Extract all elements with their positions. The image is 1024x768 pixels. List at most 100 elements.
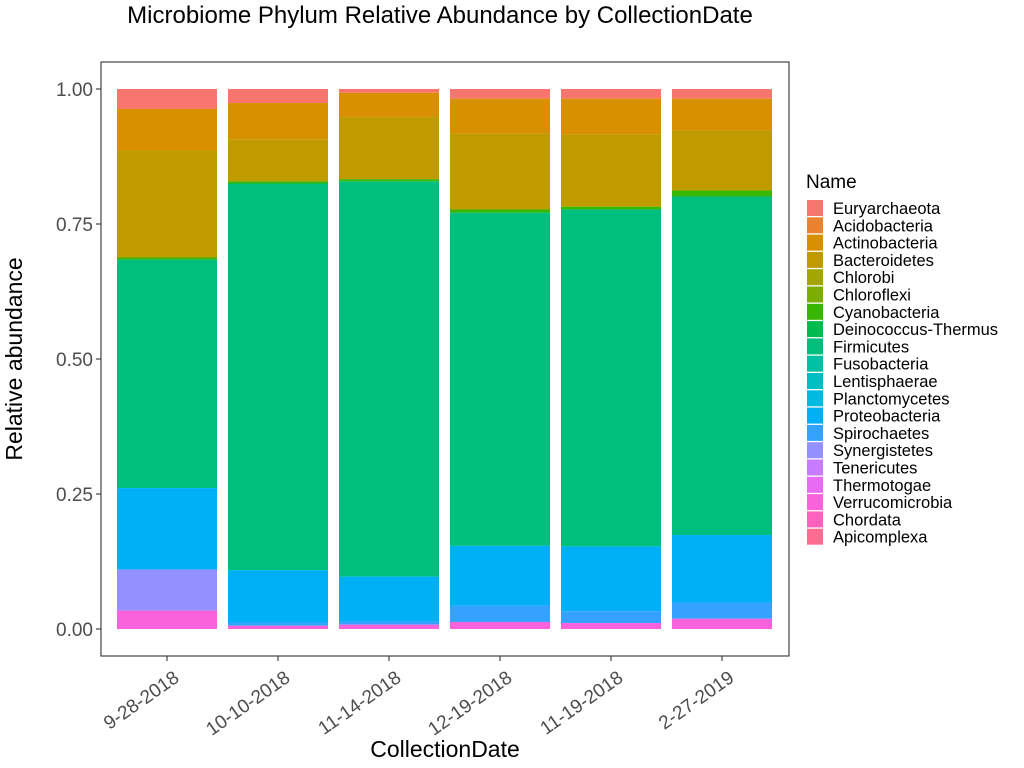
bar-segment-synergistetes-1 [117, 569, 217, 611]
legend-label: Chlorobi [833, 269, 894, 287]
bar-segment-actinobacteria-5 [561, 98, 661, 135]
legend-label: Actinobacteria [833, 235, 938, 253]
legend-label: Proteobacteria [833, 408, 941, 426]
legend-label: Firmicutes [833, 338, 909, 356]
x-tick-label: 10-10-2018 [203, 667, 295, 740]
legend-key-deinococcus-thermus [807, 321, 823, 338]
bar-segment-actinobacteria-3 [339, 92, 439, 118]
x-tick-label: 12-19-2018 [425, 667, 517, 740]
bar-segment-bacteroidetes-6 [672, 130, 772, 191]
bar-segment-euryarchaeota-3 [339, 89, 439, 93]
bar-segment-cyanobacteria-3 [339, 179, 439, 182]
legend-title: Name [806, 172, 857, 193]
legend-key-tenericutes [807, 459, 823, 476]
legend-key-thermotogae [807, 476, 823, 493]
chart-title: Microbiome Phylum Relative Abundance by … [127, 2, 753, 29]
legend-key-fusobacteria [807, 355, 823, 372]
x-tick-label: 9-28-2018 [100, 667, 183, 734]
legend-key-verrucomicrobia [807, 494, 823, 511]
bar-segment-bacteroidetes-5 [561, 134, 661, 207]
legend-label: Thermotogae [833, 477, 931, 495]
bar-segment-euryarchaeota-2 [228, 89, 328, 104]
x-axis: 9-28-2018 10-10-2018 11-14-2018 12-19-2018 1… [100, 656, 738, 740]
bar-segment-firmicutes-5 [561, 209, 661, 547]
legend-label: Cyanobacteria [833, 304, 940, 322]
bar-segment-euryarchaeota-6 [672, 89, 772, 99]
legend-label: Deinococcus-Thermus [833, 321, 998, 339]
bar-segment-bacteroidetes-1 [117, 150, 217, 258]
x-axis-title: CollectionDate [370, 736, 520, 762]
y-tick-label: 0.00 [56, 620, 93, 641]
bar-segment-firmicutes-4 [450, 212, 550, 546]
bar-segment-actinobacteria-1 [117, 108, 217, 151]
legend-label: Spirochaetes [833, 425, 929, 443]
bar-segment-spirochaetes-5 [561, 611, 661, 624]
legend-label: Chloroflexi [833, 287, 911, 305]
bar-segment-spirochaetes-4 [450, 605, 550, 622]
legend-key-chlorobi [807, 269, 823, 286]
legend-key-chloroflexi [807, 286, 823, 303]
bar-segment-proteobacteria-1 [117, 488, 217, 570]
y-axis-title: Relative abundance [1, 257, 27, 460]
bar-segment-verrucomicrobia-3 [339, 624, 439, 629]
bar-segment-verrucomicrobia-6 [672, 618, 772, 629]
bar-segment-cyanobacteria-2 [228, 181, 328, 184]
legend-label: Verrucomicrobia [833, 494, 953, 512]
bar-segment-firmicutes-1 [117, 259, 217, 489]
bar-segment-actinobacteria-6 [672, 98, 772, 131]
x-tick-label: 11-19-2018 [537, 667, 628, 739]
bar-segment-euryarchaeota-4 [450, 89, 550, 99]
legend-key-proteobacteria [807, 407, 823, 424]
legend-key-apicomplexa [807, 528, 823, 545]
legend-items: EuryarchaeotaAcidobacteriaActinobacteria… [807, 200, 998, 547]
bar-segment-firmicutes-6 [672, 196, 772, 536]
legend-key-chordata [807, 511, 823, 528]
legend-key-firmicutes [807, 338, 823, 355]
legend-label: Fusobacteria [833, 356, 929, 374]
bar-segment-proteobacteria-2 [228, 570, 328, 623]
bars-group [117, 89, 772, 629]
legend: Name EuryarchaeotaAcidobacteriaActinobac… [806, 172, 998, 547]
bar-segment-spirochaetes-2 [228, 622, 328, 626]
legend-label: Euryarchaeota [833, 200, 941, 218]
bar-segment-spirochaetes-6 [672, 602, 772, 619]
legend-key-actinobacteria [807, 234, 823, 251]
bar-segment-spirochaetes-3 [339, 621, 439, 625]
y-axis: 0.00 0.25 0.50 0.75 1.00 [56, 80, 101, 641]
bar-segment-actinobacteria-2 [228, 103, 328, 140]
bar-segment-bacteroidetes-4 [450, 133, 550, 210]
bar-segment-bacteroidetes-3 [339, 117, 439, 180]
bar-segment-proteobacteria-3 [339, 576, 439, 622]
y-tick-label: 0.50 [56, 350, 93, 371]
bar-segment-cyanobacteria-4 [450, 209, 550, 213]
legend-key-planctomycetes [807, 390, 823, 407]
bar-segment-verrucomicrobia-5 [561, 623, 661, 629]
x-tick-label: 11-14-2018 [315, 667, 406, 739]
legend-key-bacteroidetes [807, 251, 823, 268]
legend-label: Lentisphaerae [833, 373, 938, 391]
legend-label: Apicomplexa [833, 529, 928, 547]
bar-segment-cyanobacteria-1 [117, 257, 217, 260]
bar-segment-proteobacteria-5 [561, 546, 661, 612]
bar-segment-euryarchaeota-1 [117, 89, 217, 109]
legend-key-euryarchaeota [807, 200, 823, 216]
bar-segment-firmicutes-3 [339, 181, 439, 577]
legend-label: Bacteroidetes [833, 252, 934, 270]
bar-segment-cyanobacteria-6 [672, 190, 772, 197]
bar-segment-firmicutes-2 [228, 183, 328, 571]
bar-segment-bacteroidetes-2 [228, 139, 328, 182]
bar-segment-euryarchaeota-5 [561, 89, 661, 99]
legend-label: Acidobacteria [833, 217, 934, 235]
bar-segment-cyanobacteria-5 [561, 206, 661, 210]
bar-segment-proteobacteria-6 [672, 535, 772, 603]
legend-key-acidobacteria [807, 217, 823, 234]
y-tick-label: 0.75 [56, 215, 93, 236]
legend-key-lentisphaerae [807, 373, 823, 389]
bar-segment-verrucomicrobia-1 [117, 610, 217, 629]
legend-label: Planctomycetes [833, 390, 949, 408]
y-tick-label: 1.00 [56, 80, 93, 101]
bar-segment-actinobacteria-4 [450, 98, 550, 134]
legend-label: Tenericutes [833, 460, 917, 478]
bar-segment-verrucomicrobia-4 [450, 621, 550, 629]
